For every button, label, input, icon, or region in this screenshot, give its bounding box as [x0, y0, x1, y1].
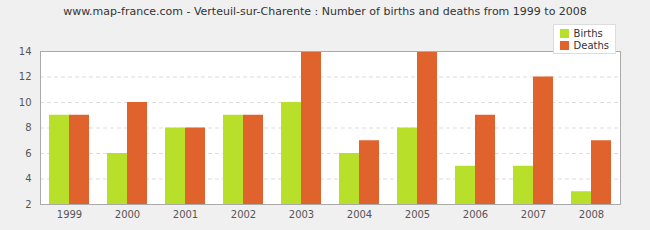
- svg-text:6: 6: [25, 148, 31, 159]
- svg-text:2: 2: [25, 199, 31, 210]
- svg-text:10: 10: [19, 97, 32, 108]
- svg-text:2005: 2005: [405, 209, 430, 220]
- svg-text:1999: 1999: [57, 209, 82, 220]
- svg-text:2000: 2000: [115, 209, 140, 220]
- svg-text:2003: 2003: [289, 209, 314, 220]
- html-text:Deaths: Deaths: [573, 39, 609, 51]
- svg-text:2008: 2008: [579, 209, 604, 220]
- svg-text:2002: 2002: [231, 209, 256, 220]
- svg-text:4: 4: [25, 173, 31, 184]
- html-text:Births: Births: [573, 27, 603, 39]
- svg-text:2004: 2004: [347, 209, 372, 220]
- svg-text:2006: 2006: [463, 209, 488, 220]
- svg-text:2007: 2007: [521, 209, 546, 220]
- svg-text:14: 14: [19, 46, 32, 57]
- svg-text:2001: 2001: [173, 209, 198, 220]
- svg-text:12: 12: [19, 71, 32, 82]
- html-text:www.map-france.com - Verteuil-: www.map-france.com - Verteuil-sur-Charen…: [63, 5, 587, 18]
- svg-text:8: 8: [25, 122, 31, 133]
